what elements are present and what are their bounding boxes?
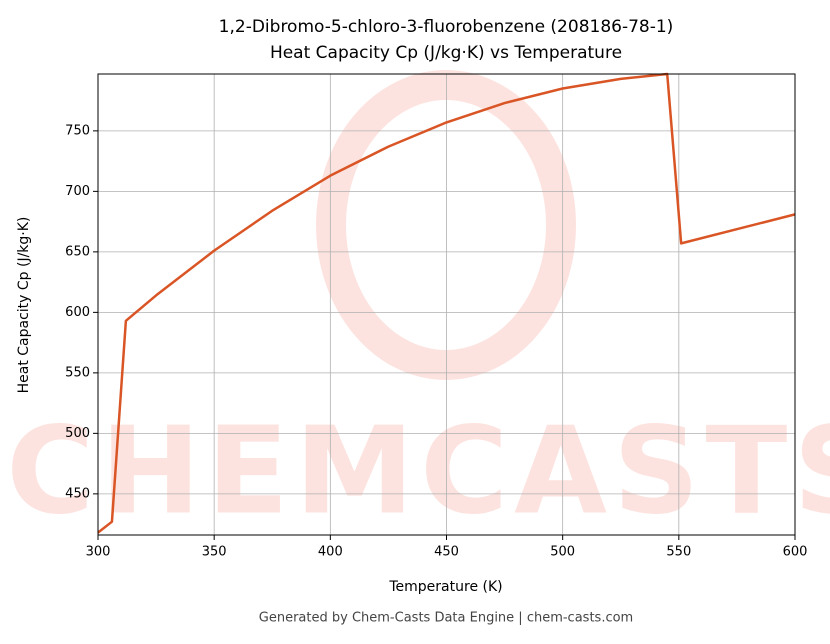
x-tick-label: 550 — [666, 545, 691, 560]
y-tick-label: 600 — [65, 305, 90, 320]
y-tick-label: 450 — [65, 486, 90, 501]
x-tick-label: 600 — [783, 545, 808, 560]
x-tick-label: 450 — [434, 545, 459, 560]
chart-subtitle: Heat Capacity Cp (J/kg·K) vs Temperature — [270, 43, 622, 63]
watermark: CHEMCASTS — [6, 403, 830, 542]
footer: Generated by Chem-Casts Data Engine | ch… — [259, 611, 633, 626]
chart-title: 1,2-Dibromo-5-chloro-3-fluorobenzene (20… — [219, 17, 674, 37]
y-axis-label: Heat Capacity Cp (J/kg·K) — [16, 217, 32, 394]
plot-frame — [97, 73, 796, 536]
y-tick-label: 650 — [65, 244, 90, 259]
watermark-logo — [316, 70, 576, 380]
data-line — [97, 72, 796, 534]
y-tick-label: 500 — [65, 426, 90, 441]
x-tick-label: 500 — [550, 545, 575, 560]
x-axis-label: Temperature (K) — [388, 579, 502, 595]
y-tick-label: 700 — [65, 184, 90, 199]
x-tick-label: 300 — [86, 545, 111, 560]
y-tick-label: 750 — [65, 123, 90, 138]
x-tick-label: 400 — [318, 545, 343, 560]
x-tick-label: 350 — [202, 545, 227, 560]
y-tick-label: 550 — [65, 365, 90, 380]
